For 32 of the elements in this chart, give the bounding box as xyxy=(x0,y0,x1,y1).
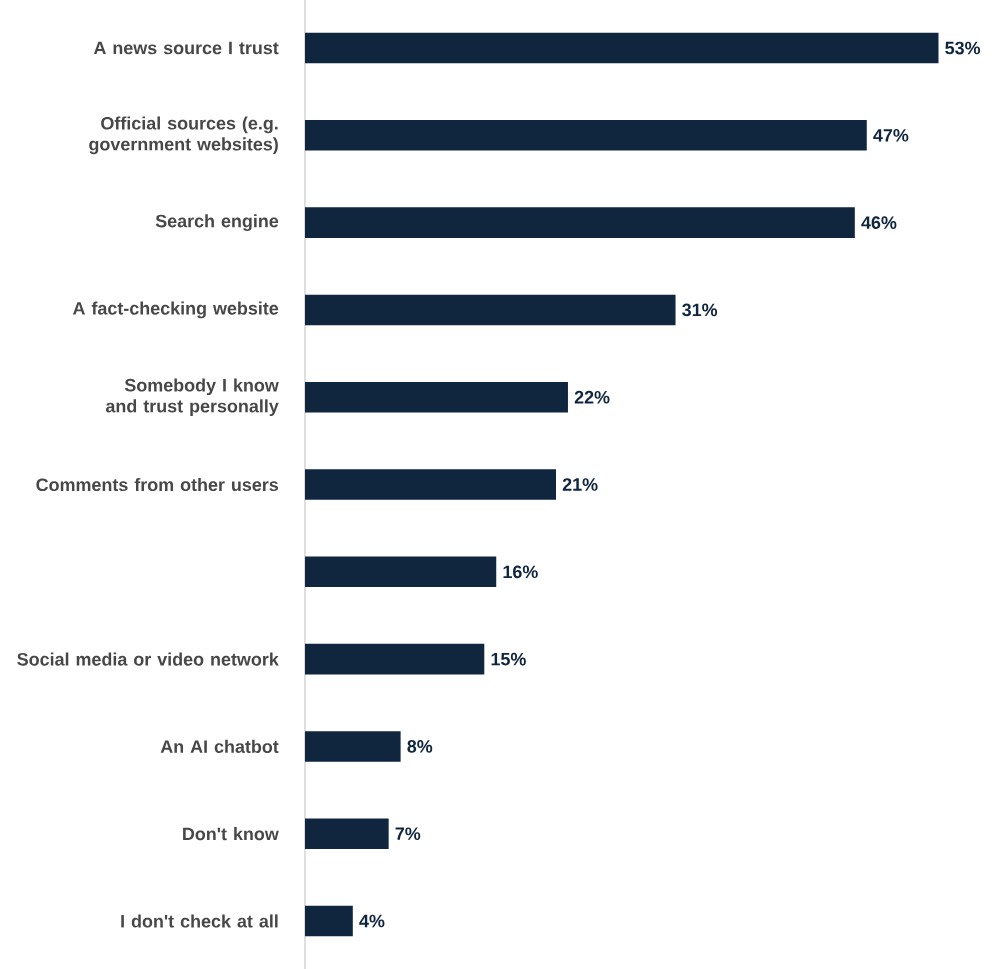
y-tick-label: A fact-checking website xyxy=(72,301,279,319)
y-tick-label: Official sources (e.g. government websites) xyxy=(89,116,278,155)
data-label: 8% xyxy=(407,740,433,753)
data-label: 53% xyxy=(945,41,981,55)
y-tick-label: Comments from other users xyxy=(36,477,279,492)
y-tick-label: Social media or video network xyxy=(17,652,279,666)
data-label: 47% xyxy=(873,129,909,142)
bar xyxy=(305,294,676,326)
y-tick-label: An AI chatbot xyxy=(160,739,279,753)
bar xyxy=(305,32,939,64)
data-label: 21% xyxy=(562,478,598,491)
y-tick-label: Somebody I know and trust personally xyxy=(105,378,279,417)
y-tick-label: Search engine xyxy=(155,214,279,231)
bar xyxy=(305,556,497,588)
bar xyxy=(305,731,401,762)
bar xyxy=(305,469,556,500)
data-label: 31% xyxy=(682,303,718,317)
bar xyxy=(305,905,353,937)
y-tick-label: A news source I trust xyxy=(93,41,279,55)
data-label: 4% xyxy=(359,914,385,928)
y-tick-label: I don't check at all xyxy=(121,914,278,928)
data-label: 15% xyxy=(491,652,526,666)
data-label: 16% xyxy=(503,565,538,579)
y-tick-label: Don't know xyxy=(183,827,279,841)
data-label: 46% xyxy=(861,216,897,229)
bar xyxy=(305,120,867,151)
data-label: 7% xyxy=(395,827,421,841)
bar xyxy=(305,643,485,675)
bar xyxy=(305,818,389,849)
bar xyxy=(305,207,855,238)
data-label: 22% xyxy=(574,390,610,404)
bar xyxy=(305,381,568,413)
